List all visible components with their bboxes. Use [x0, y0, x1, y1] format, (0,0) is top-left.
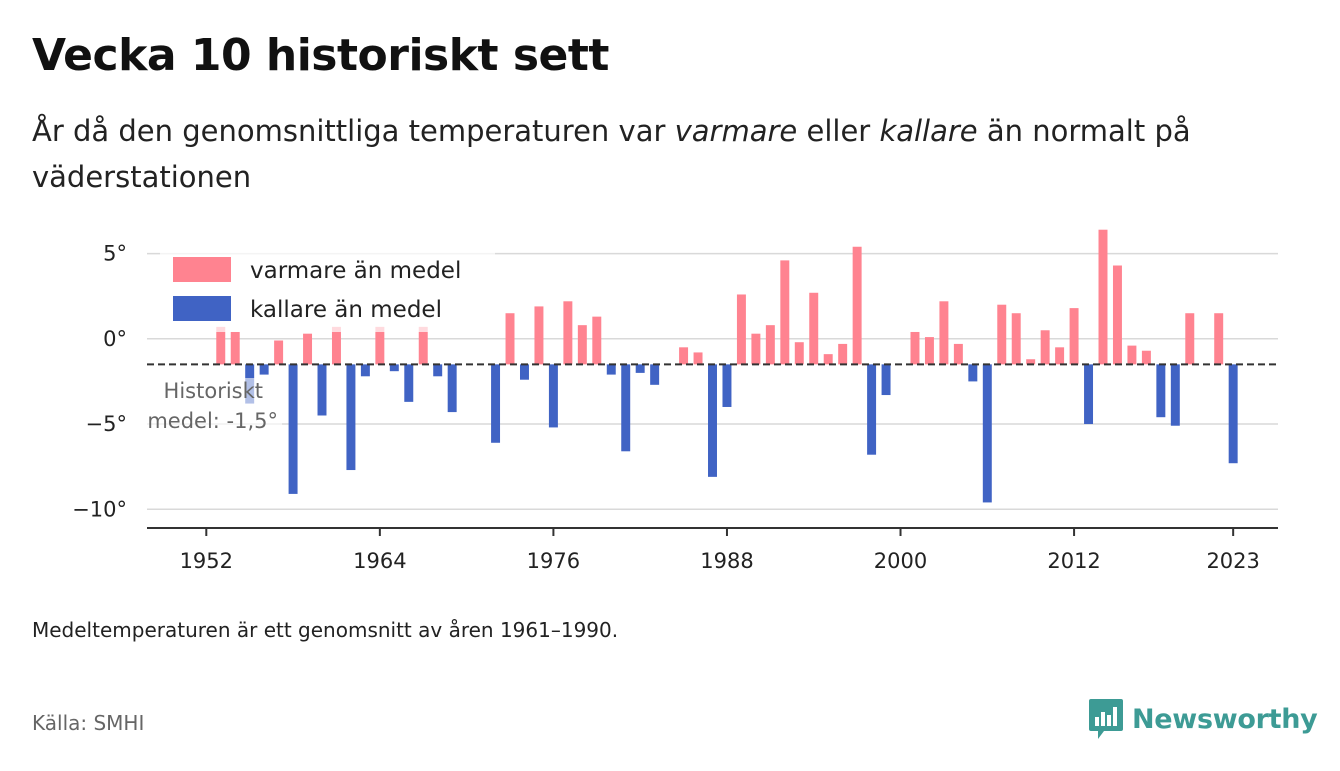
bar-warm	[765, 325, 775, 365]
bar-warm	[1141, 350, 1151, 365]
subtitle-part-1: År då den genomsnittliga temperaturen va…	[32, 114, 675, 148]
bar-cold	[722, 364, 732, 407]
bar-warm	[1011, 313, 1021, 365]
bar-cold	[288, 364, 298, 494]
x-tick-label: 1964	[353, 549, 406, 573]
bar-warm	[780, 260, 790, 365]
bar-warm	[1069, 308, 1079, 365]
bar-warm	[939, 301, 949, 365]
y-tick-label: −5°	[86, 412, 127, 436]
bar-warm	[230, 331, 240, 365]
bar-cold	[433, 364, 443, 377]
bar-warm	[1055, 347, 1065, 365]
bar-warm	[505, 313, 515, 365]
bar-cold	[1084, 364, 1094, 425]
bar-cold	[1170, 364, 1180, 426]
bar-cold	[867, 364, 877, 455]
annotation-line-1: Historiskt	[164, 379, 263, 403]
annotation-background	[127, 378, 282, 438]
chart-title: Vecka 10 historiskt sett	[32, 30, 609, 81]
bar-cold	[982, 364, 992, 503]
bar-cold	[259, 364, 269, 375]
bar-cold	[708, 364, 717, 477]
bar-warm	[693, 352, 703, 365]
bar-warm	[953, 343, 963, 365]
brand-name: Newsworthy	[1132, 703, 1318, 735]
bar-cold	[635, 364, 645, 373]
annotation-line-2: medel: -1,5°	[147, 409, 278, 433]
bar-warm	[1026, 359, 1036, 365]
subtitle-emphasis-colder: kallare	[879, 114, 978, 148]
bar-warm	[331, 326, 341, 365]
bar-warm	[751, 333, 761, 365]
bar-warm	[838, 343, 848, 365]
legend-label-cold: kallare än medel	[250, 297, 442, 323]
legend-label-warm: varmare än medel	[250, 258, 461, 284]
bar-warm	[563, 301, 573, 365]
bar-cold	[360, 364, 370, 377]
newsworthy-logo-icon	[1089, 699, 1123, 739]
bar-warm	[274, 340, 284, 365]
bar-warm	[924, 337, 934, 365]
x-tick-label: 2000	[874, 549, 927, 573]
bar-warm	[679, 347, 689, 365]
bar-cold	[650, 364, 660, 385]
bar-cold	[519, 364, 529, 380]
bar-cold	[404, 364, 414, 402]
bar-cold	[548, 364, 558, 428]
x-tick-label: 1988	[700, 549, 753, 573]
bar-warm	[1112, 265, 1122, 365]
bar-warm	[216, 326, 226, 365]
bar-warm	[1214, 313, 1224, 365]
bar-warm	[823, 354, 833, 365]
bar-cold	[1156, 364, 1166, 418]
legend-swatch-warm	[173, 257, 231, 282]
bar-cold	[621, 364, 631, 452]
bar-cold	[447, 364, 457, 413]
bar-cold	[491, 364, 501, 443]
temperature-bar-chart: 5° 0° −5° −10° 1952 1964 1976 1988 2000 2012 2023 v…	[72, 229, 1278, 573]
bar-warm	[303, 333, 313, 365]
bar-warm	[1185, 313, 1195, 365]
bar-warm	[736, 294, 746, 365]
y-tick-label: −10°	[72, 497, 127, 521]
bar-warm	[592, 316, 602, 365]
bar-warm	[910, 331, 920, 365]
bar-cold	[1228, 364, 1238, 464]
bar-cold	[346, 364, 356, 471]
subtitle-part-2: eller	[797, 114, 880, 148]
bar-warm	[375, 326, 385, 365]
bar-warm	[418, 326, 428, 365]
legend-swatch-cold	[173, 296, 231, 321]
bar-cold	[968, 364, 978, 382]
bar-warm	[1040, 330, 1050, 365]
bar-cold	[606, 364, 616, 375]
x-tick-label: 2012	[1047, 549, 1100, 573]
subtitle-emphasis-warmer: varmare	[674, 114, 798, 148]
bar-warm	[1127, 345, 1137, 365]
bar-cold	[881, 364, 891, 396]
bar-warm	[534, 306, 544, 365]
x-tick-label: 1976	[527, 549, 580, 573]
x-tick-label: 1952	[180, 549, 233, 573]
bar-warm	[577, 325, 587, 365]
bar-warm	[1098, 229, 1108, 365]
brand-logo: Newsworthy	[1088, 696, 1318, 742]
y-tick-label: 5°	[103, 242, 127, 266]
bar-warm	[852, 246, 862, 365]
source-credit: Källa: SMHI	[32, 711, 145, 735]
bar-cold	[317, 364, 327, 416]
footnote: Medeltemperaturen är ett genomsnitt av å…	[32, 618, 619, 642]
bar-warm	[997, 304, 1007, 365]
bar-warm	[809, 292, 819, 365]
chart-subtitle: År då den genomsnittliga temperaturen va…	[32, 108, 1272, 200]
subtitle-part-3: än normalt på väderstationen	[32, 114, 1191, 194]
bar-warm	[794, 342, 804, 365]
y-tick-label: 0°	[103, 327, 127, 351]
x-tick-label: 2023	[1206, 549, 1259, 573]
bar-cold	[389, 364, 399, 372]
